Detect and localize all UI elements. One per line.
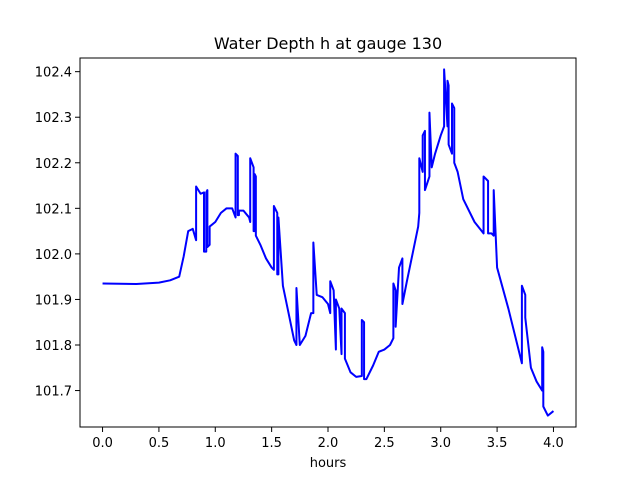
x-tick-label: 1.5 [261, 436, 282, 451]
y-tick-label: 101.8 [35, 339, 72, 354]
x-axis-label: hours [310, 456, 347, 471]
y-tick-label: 102.4 [35, 66, 72, 81]
x-tick-label: 0.0 [92, 436, 113, 451]
y-tick-label: 102.0 [35, 248, 72, 263]
y-tick-label: 101.7 [35, 385, 72, 400]
y-axis: 101.7 101.8 101.9 102.0 102.1 102.2 102.3 102.4 [35, 66, 80, 400]
y-tick-label: 102.2 [35, 157, 72, 172]
x-tick-label: 1.0 [205, 436, 226, 451]
x-tick-label: 2.0 [318, 436, 339, 451]
x-tick-label: 3.0 [430, 436, 451, 451]
x-tick-label: 2.5 [374, 436, 395, 451]
y-tick-label: 102.3 [35, 111, 72, 126]
x-tick-label: 3.5 [487, 436, 508, 451]
x-tick-label: 4.0 [543, 436, 564, 451]
x-axis: 0.0 0.5 1.0 1.5 2.0 2.5 3.0 3.5 4.0 [92, 427, 564, 451]
y-tick-label: 101.9 [35, 293, 72, 308]
y-tick-label: 102.1 [35, 202, 72, 217]
plot-series [102, 68, 555, 417]
series-line-0 [102, 68, 555, 417]
chart-title: Water Depth h at gauge 130 [214, 34, 442, 53]
x-tick-label: 0.5 [149, 436, 170, 451]
